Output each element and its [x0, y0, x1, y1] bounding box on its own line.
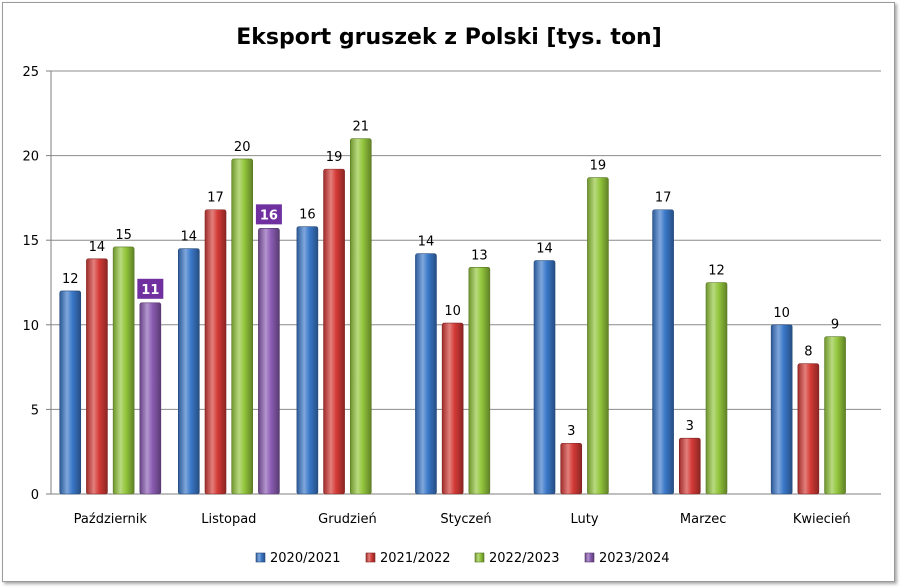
chart-title: Eksport gruszek z Polski [tys. ton] — [236, 25, 662, 50]
legend-swatch — [255, 552, 266, 563]
x-axis-ticks: Październik Listopad Grudzień Styczeń Luty Ma… — [74, 512, 851, 527]
y-tick-label: 25 — [22, 65, 39, 80]
bar-2021/2022-Kwiecień — [797, 363, 820, 495]
data-label: 12 — [62, 272, 79, 287]
bar-2023/2024-Październik — [139, 302, 162, 495]
x-tick-label: Styczeń — [440, 512, 491, 527]
y-axis-ticks: 0 5 10 15 20 25 — [22, 65, 51, 503]
data-label: 15 — [115, 228, 132, 243]
bar-2020/2021-Kwiecień — [770, 324, 793, 495]
y-tick-label: 10 — [22, 319, 39, 334]
gridlines — [50, 70, 881, 495]
data-label: 9 — [831, 318, 839, 333]
data-label: 14 — [181, 230, 198, 245]
data-label-box — [137, 278, 164, 299]
legend-swatch — [365, 552, 376, 563]
chart-frame: Eksport gruszek z Polski [tys. ton] 0 5 10… — [2, 2, 895, 582]
legend-entry: 2022/2023 — [489, 551, 560, 566]
bar-2022/2023-Kwiecień — [824, 336, 846, 495]
data-label: 17 — [655, 191, 672, 206]
data-label: 16 — [260, 208, 278, 223]
y-tick-label: 5 — [31, 403, 39, 418]
data-label: 12 — [708, 264, 725, 279]
legend-entry: 2020/2021 — [270, 551, 341, 566]
data-labels: 12 14 15 11 14 17 20 16 16 19 21 14 10 13 14 3 19 17 3 12 10… — [62, 120, 839, 440]
data-label: 14 — [89, 240, 106, 255]
y-tick-label: 20 — [22, 150, 39, 165]
bar-2022/2023-Grudzień — [349, 138, 372, 495]
data-label: 8 — [804, 345, 812, 360]
data-label: 19 — [326, 150, 343, 165]
bars — [59, 138, 846, 495]
legend-entry: 2021/2022 — [380, 551, 451, 566]
bar-2022/2023-Październik — [112, 246, 135, 495]
data-label: 20 — [234, 140, 251, 155]
y-tick-label: 15 — [22, 234, 39, 249]
x-tick-label: Kwiecień — [793, 512, 851, 527]
data-label: 21 — [353, 120, 370, 135]
data-label: 10 — [773, 306, 790, 321]
legend-swatch — [584, 552, 595, 563]
bar-2020/2021-Marzec — [652, 209, 674, 495]
bar-2020/2021-Luty — [533, 260, 556, 495]
bar-2020/2021-Grudzień — [296, 226, 319, 495]
x-tick-label: Listopad — [201, 512, 256, 527]
bar-2023/2024-Listopad — [258, 228, 280, 495]
bar-2020/2021-Listopad — [178, 248, 200, 495]
data-label: 10 — [444, 304, 461, 319]
bar-2022/2023-Marzec — [705, 282, 728, 495]
bar-2022/2023-Styczeń — [468, 266, 491, 495]
bar-2020/2021-Październik — [59, 290, 82, 495]
bar-chart: Eksport gruszek z Polski [tys. ton] 0 5 10… — [22, 25, 881, 566]
data-label: 14 — [418, 235, 435, 250]
x-tick-label: Grudzień — [318, 512, 377, 527]
bar-2021/2022-Grudzień — [323, 168, 345, 495]
bar-2021/2022-Luty — [560, 442, 583, 495]
data-label: 17 — [207, 191, 224, 206]
x-tick-label: Październik — [74, 512, 148, 527]
bar-2021/2022-Marzec — [678, 437, 701, 495]
bar-2020/2021-Styczeń — [415, 253, 437, 495]
legend-entry: 2023/2024 — [599, 551, 670, 566]
data-label: 19 — [590, 159, 607, 174]
x-tick-label: Luty — [571, 512, 599, 527]
bar-2021/2022-Styczeń — [441, 322, 464, 495]
data-label: 14 — [536, 242, 553, 257]
x-tick-label: Marzec — [680, 512, 727, 527]
data-label: 3 — [686, 419, 694, 434]
data-label: 13 — [471, 248, 488, 263]
data-label: 3 — [567, 424, 575, 439]
bar-2022/2023-Listopad — [231, 158, 254, 495]
data-label: 16 — [299, 208, 316, 223]
bar-2022/2023-Luty — [587, 177, 609, 495]
legend-swatch — [474, 552, 485, 563]
data-label: 11 — [141, 283, 159, 298]
legend: 2020/2021 2021/2022 2022/2023 2023/2024 — [255, 551, 670, 566]
data-label-box — [255, 204, 282, 225]
bar-2021/2022-Listopad — [204, 209, 227, 495]
y-tick-label: 0 — [31, 488, 39, 503]
bar-2021/2022-Październik — [86, 258, 108, 495]
